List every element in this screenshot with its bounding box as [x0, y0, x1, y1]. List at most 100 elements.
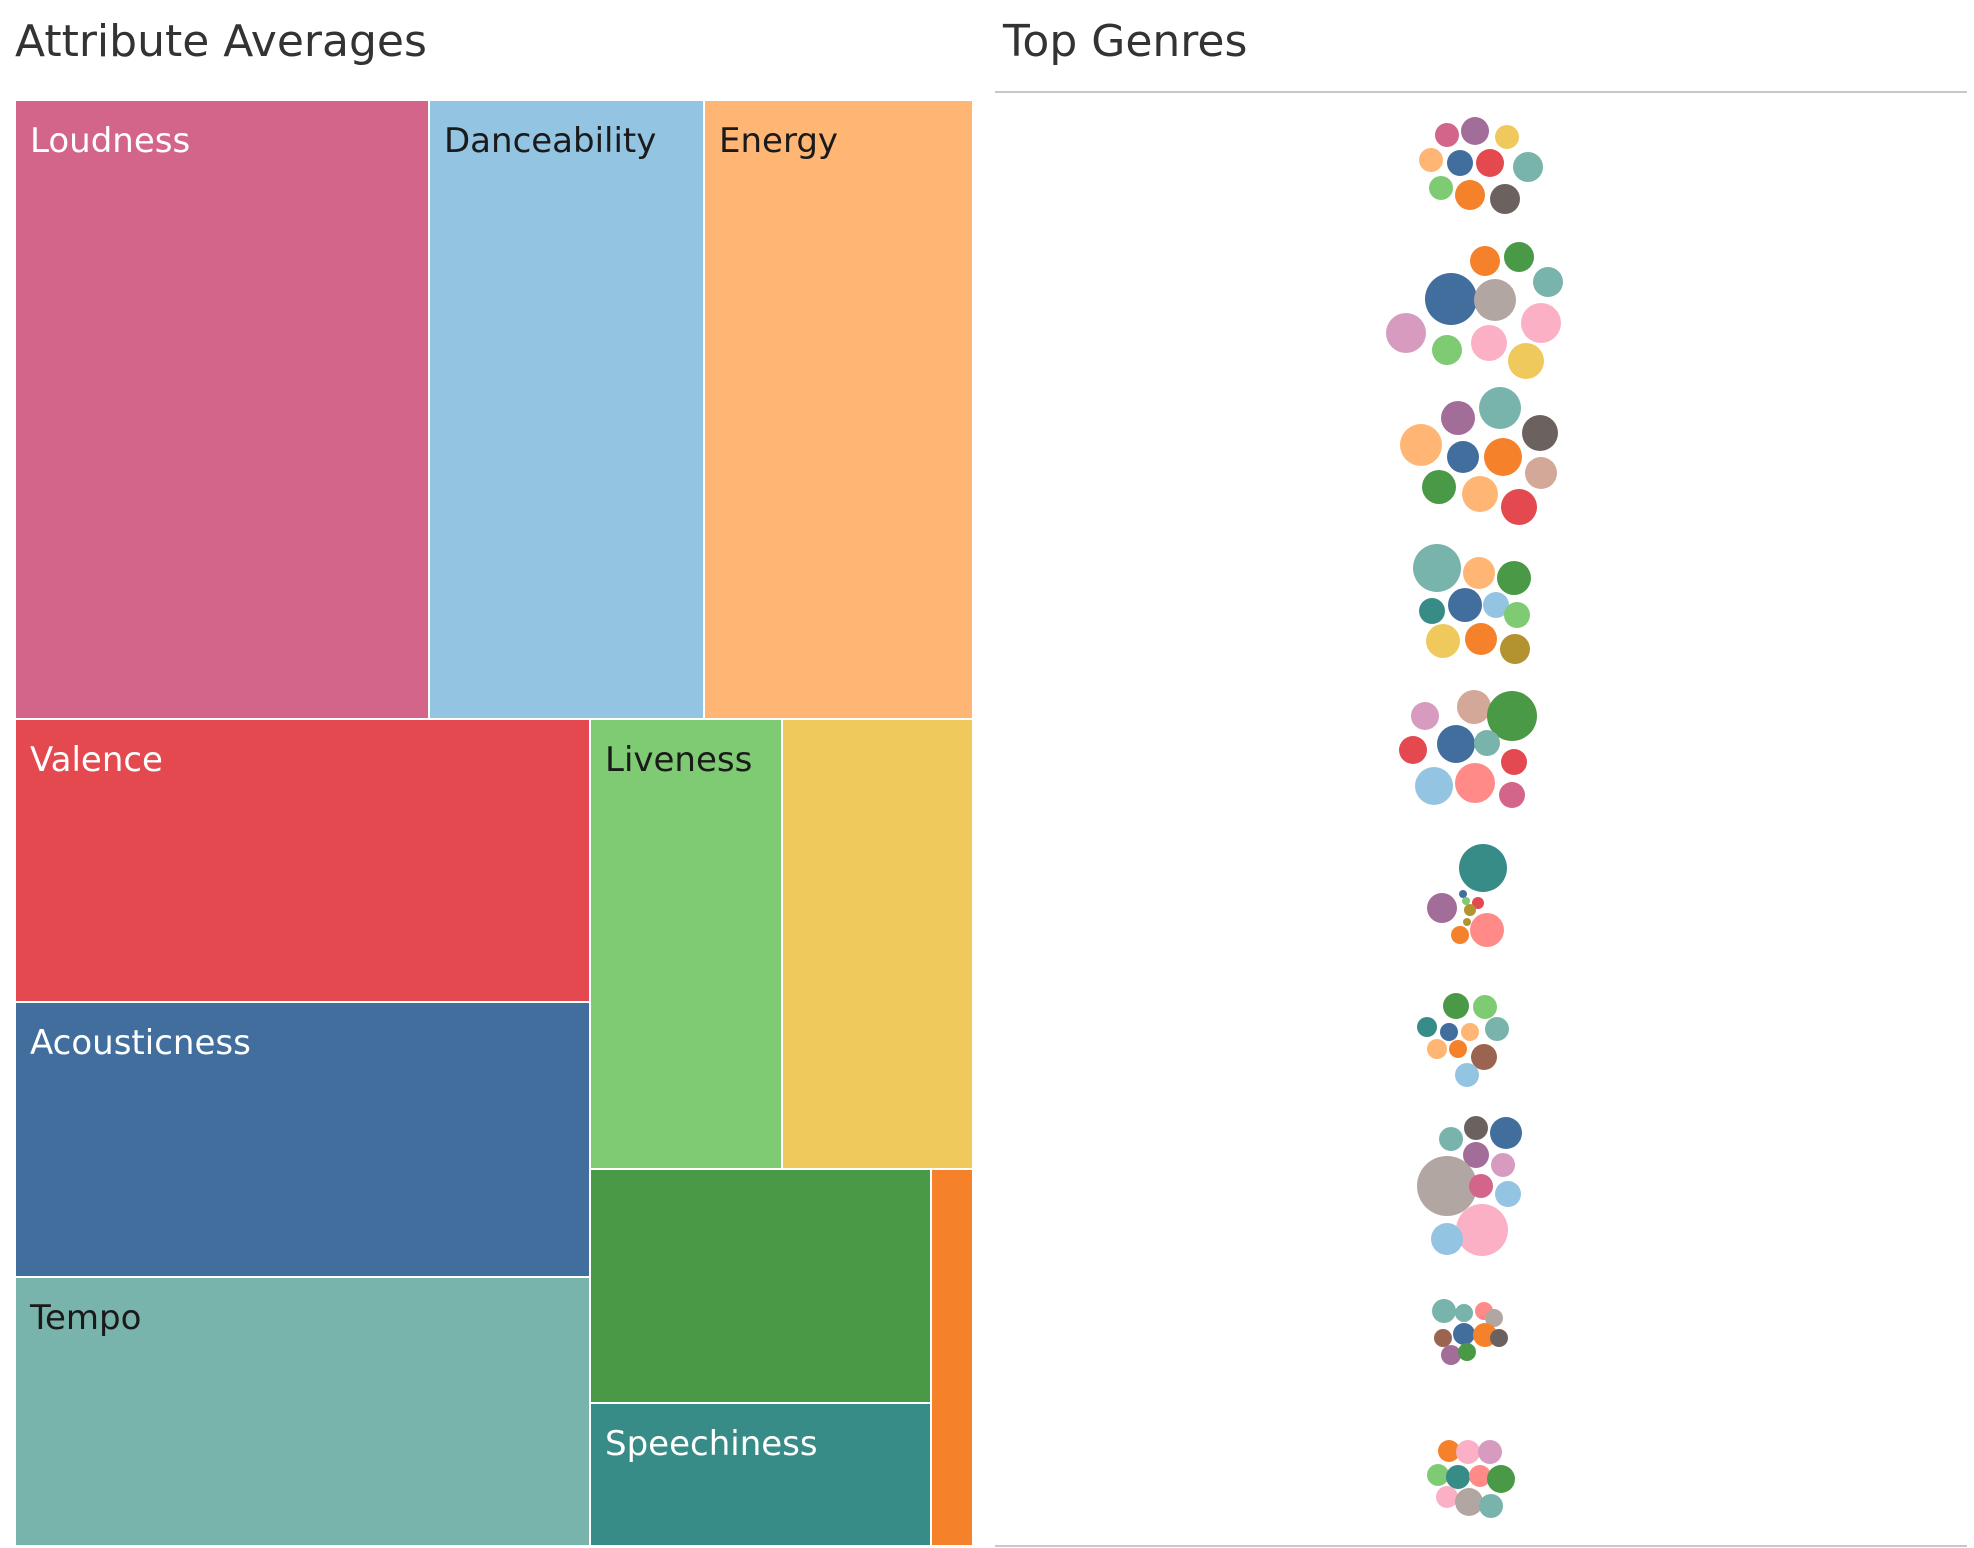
genre-bubble[interactable]	[1513, 152, 1543, 182]
genre-bubble[interactable]	[1426, 624, 1460, 658]
genre-bubble[interactable]	[1427, 1039, 1447, 1059]
genre-bubble[interactable]	[1437, 725, 1475, 763]
genre-bubble[interactable]	[1462, 897, 1470, 905]
treemap-tile-valence[interactable]: Valence	[15, 719, 590, 1002]
genre-bubble[interactable]	[1432, 1299, 1456, 1323]
genre-bubble[interactable]	[1474, 730, 1500, 756]
genre-bubble[interactable]	[1455, 1063, 1479, 1087]
genre-bubble[interactable]	[1461, 117, 1489, 145]
genre-bubble[interactable]	[1474, 279, 1516, 321]
genre-bubble[interactable]	[1478, 1440, 1502, 1464]
treemap-tile-danceability[interactable]: Danceability	[429, 100, 704, 719]
genre-bubble[interactable]	[1435, 123, 1459, 147]
genre-bubble[interactable]	[1525, 457, 1557, 489]
genre-bubble[interactable]	[1487, 1465, 1515, 1493]
genre-bubble[interactable]	[1504, 242, 1534, 272]
genre-bubble[interactable]	[1471, 325, 1507, 361]
genre-bubble[interactable]	[1411, 702, 1439, 730]
genre-bubble[interactable]	[1464, 904, 1476, 916]
genre-bubble[interactable]	[1458, 1343, 1476, 1361]
genre-bubble[interactable]	[1470, 246, 1500, 276]
genre-bubble[interactable]	[1463, 1142, 1489, 1168]
genre-bubble[interactable]	[1491, 1153, 1515, 1177]
genre-bubble[interactable]	[1459, 890, 1467, 898]
genre-bubble[interactable]	[1457, 690, 1491, 724]
genre-bubble[interactable]	[1455, 1304, 1473, 1322]
genre-bubble[interactable]	[1422, 470, 1456, 504]
genre-bubble[interactable]	[1504, 602, 1530, 628]
genre-bubble[interactable]	[1440, 1023, 1458, 1041]
genre-bubble[interactable]	[1434, 1329, 1452, 1347]
genre-bubble[interactable]	[1471, 1044, 1497, 1070]
genre-bubble[interactable]	[1485, 1309, 1503, 1327]
genre-bubble[interactable]	[1415, 767, 1453, 805]
genre-bubble[interactable]	[1419, 148, 1443, 172]
genre-bubble[interactable]	[1413, 544, 1461, 592]
genre-bubble[interactable]	[1479, 387, 1521, 429]
genre-bubble[interactable]	[1469, 1465, 1491, 1487]
genre-bubble[interactable]	[1508, 343, 1544, 379]
genre-bubble[interactable]	[1399, 736, 1427, 764]
genre-bubble[interactable]	[1400, 424, 1442, 466]
treemap-tile-unlabeled-8[interactable]	[590, 1169, 931, 1403]
genre-bubble[interactable]	[1501, 749, 1527, 775]
genre-bubble[interactable]	[1533, 267, 1563, 297]
genre-bubble[interactable]	[1441, 401, 1475, 435]
genre-bubble[interactable]	[1455, 763, 1495, 803]
genre-bubble[interactable]	[1436, 1486, 1458, 1508]
genre-bubble[interactable]	[1448, 588, 1482, 622]
genre-bubble[interactable]	[1472, 897, 1484, 909]
genre-bubble[interactable]	[1455, 1488, 1483, 1516]
treemap-tile-loudness[interactable]: Loudness	[15, 100, 429, 719]
genre-bubble[interactable]	[1461, 1023, 1479, 1041]
genre-bubble[interactable]	[1386, 313, 1426, 353]
genre-bubble[interactable]	[1431, 1223, 1463, 1255]
genre-bubble[interactable]	[1417, 1017, 1437, 1037]
genre-bubble[interactable]	[1417, 1156, 1477, 1216]
genre-bubble[interactable]	[1456, 1440, 1480, 1464]
genre-bubble[interactable]	[1449, 1040, 1467, 1058]
genre-bubble[interactable]	[1501, 489, 1537, 525]
genre-bubble[interactable]	[1463, 918, 1471, 926]
genre-bubble[interactable]	[1427, 893, 1457, 923]
genre-bubble[interactable]	[1490, 1117, 1522, 1149]
genre-bubble[interactable]	[1453, 1323, 1475, 1345]
genre-bubble[interactable]	[1495, 1181, 1521, 1207]
genre-bubble[interactable]	[1455, 180, 1485, 210]
genre-bubble[interactable]	[1495, 125, 1519, 149]
genre-bubble[interactable]	[1456, 1204, 1508, 1256]
genre-bubble[interactable]	[1446, 1465, 1470, 1489]
genre-bubble[interactable]	[1521, 303, 1561, 343]
genre-bubble[interactable]	[1485, 1017, 1509, 1041]
treemap-tile-energy[interactable]: Energy	[704, 100, 973, 719]
genre-bubble[interactable]	[1479, 1494, 1503, 1518]
genre-bubble[interactable]	[1464, 1116, 1488, 1140]
genre-bubble[interactable]	[1483, 592, 1509, 618]
genre-bubble[interactable]	[1473, 995, 1497, 1019]
genre-bubble[interactable]	[1463, 557, 1495, 589]
genre-bubble[interactable]	[1427, 1464, 1449, 1486]
genre-bubble[interactable]	[1429, 176, 1453, 200]
genre-bubble[interactable]	[1438, 1440, 1460, 1462]
genre-bubble[interactable]	[1462, 476, 1498, 512]
genre-bubble[interactable]	[1439, 1127, 1463, 1151]
genre-bubble[interactable]	[1465, 623, 1497, 655]
genre-bubble[interactable]	[1500, 634, 1530, 664]
genre-bubble[interactable]	[1469, 1174, 1493, 1198]
genre-bubble[interactable]	[1441, 1345, 1461, 1365]
genre-bubble[interactable]	[1451, 926, 1469, 944]
genre-bubble[interactable]	[1490, 184, 1520, 214]
genre-bubble[interactable]	[1432, 335, 1462, 365]
treemap-tile-unlabeled-7[interactable]	[782, 719, 973, 1169]
treemap-tile-liveness[interactable]: Liveness	[590, 719, 782, 1169]
treemap-tile-acousticness[interactable]: Acousticness	[15, 1002, 590, 1277]
treemap-tile-tempo[interactable]: Tempo	[15, 1277, 590, 1546]
genre-bubble[interactable]	[1419, 598, 1445, 624]
genre-bubble[interactable]	[1497, 561, 1531, 595]
genre-bubble[interactable]	[1459, 844, 1507, 892]
genre-bubble[interactable]	[1443, 993, 1469, 1019]
genre-bubble[interactable]	[1447, 441, 1479, 473]
genre-bubble[interactable]	[1470, 913, 1504, 947]
genre-bubble[interactable]	[1447, 150, 1473, 176]
genre-bubble[interactable]	[1487, 691, 1537, 741]
